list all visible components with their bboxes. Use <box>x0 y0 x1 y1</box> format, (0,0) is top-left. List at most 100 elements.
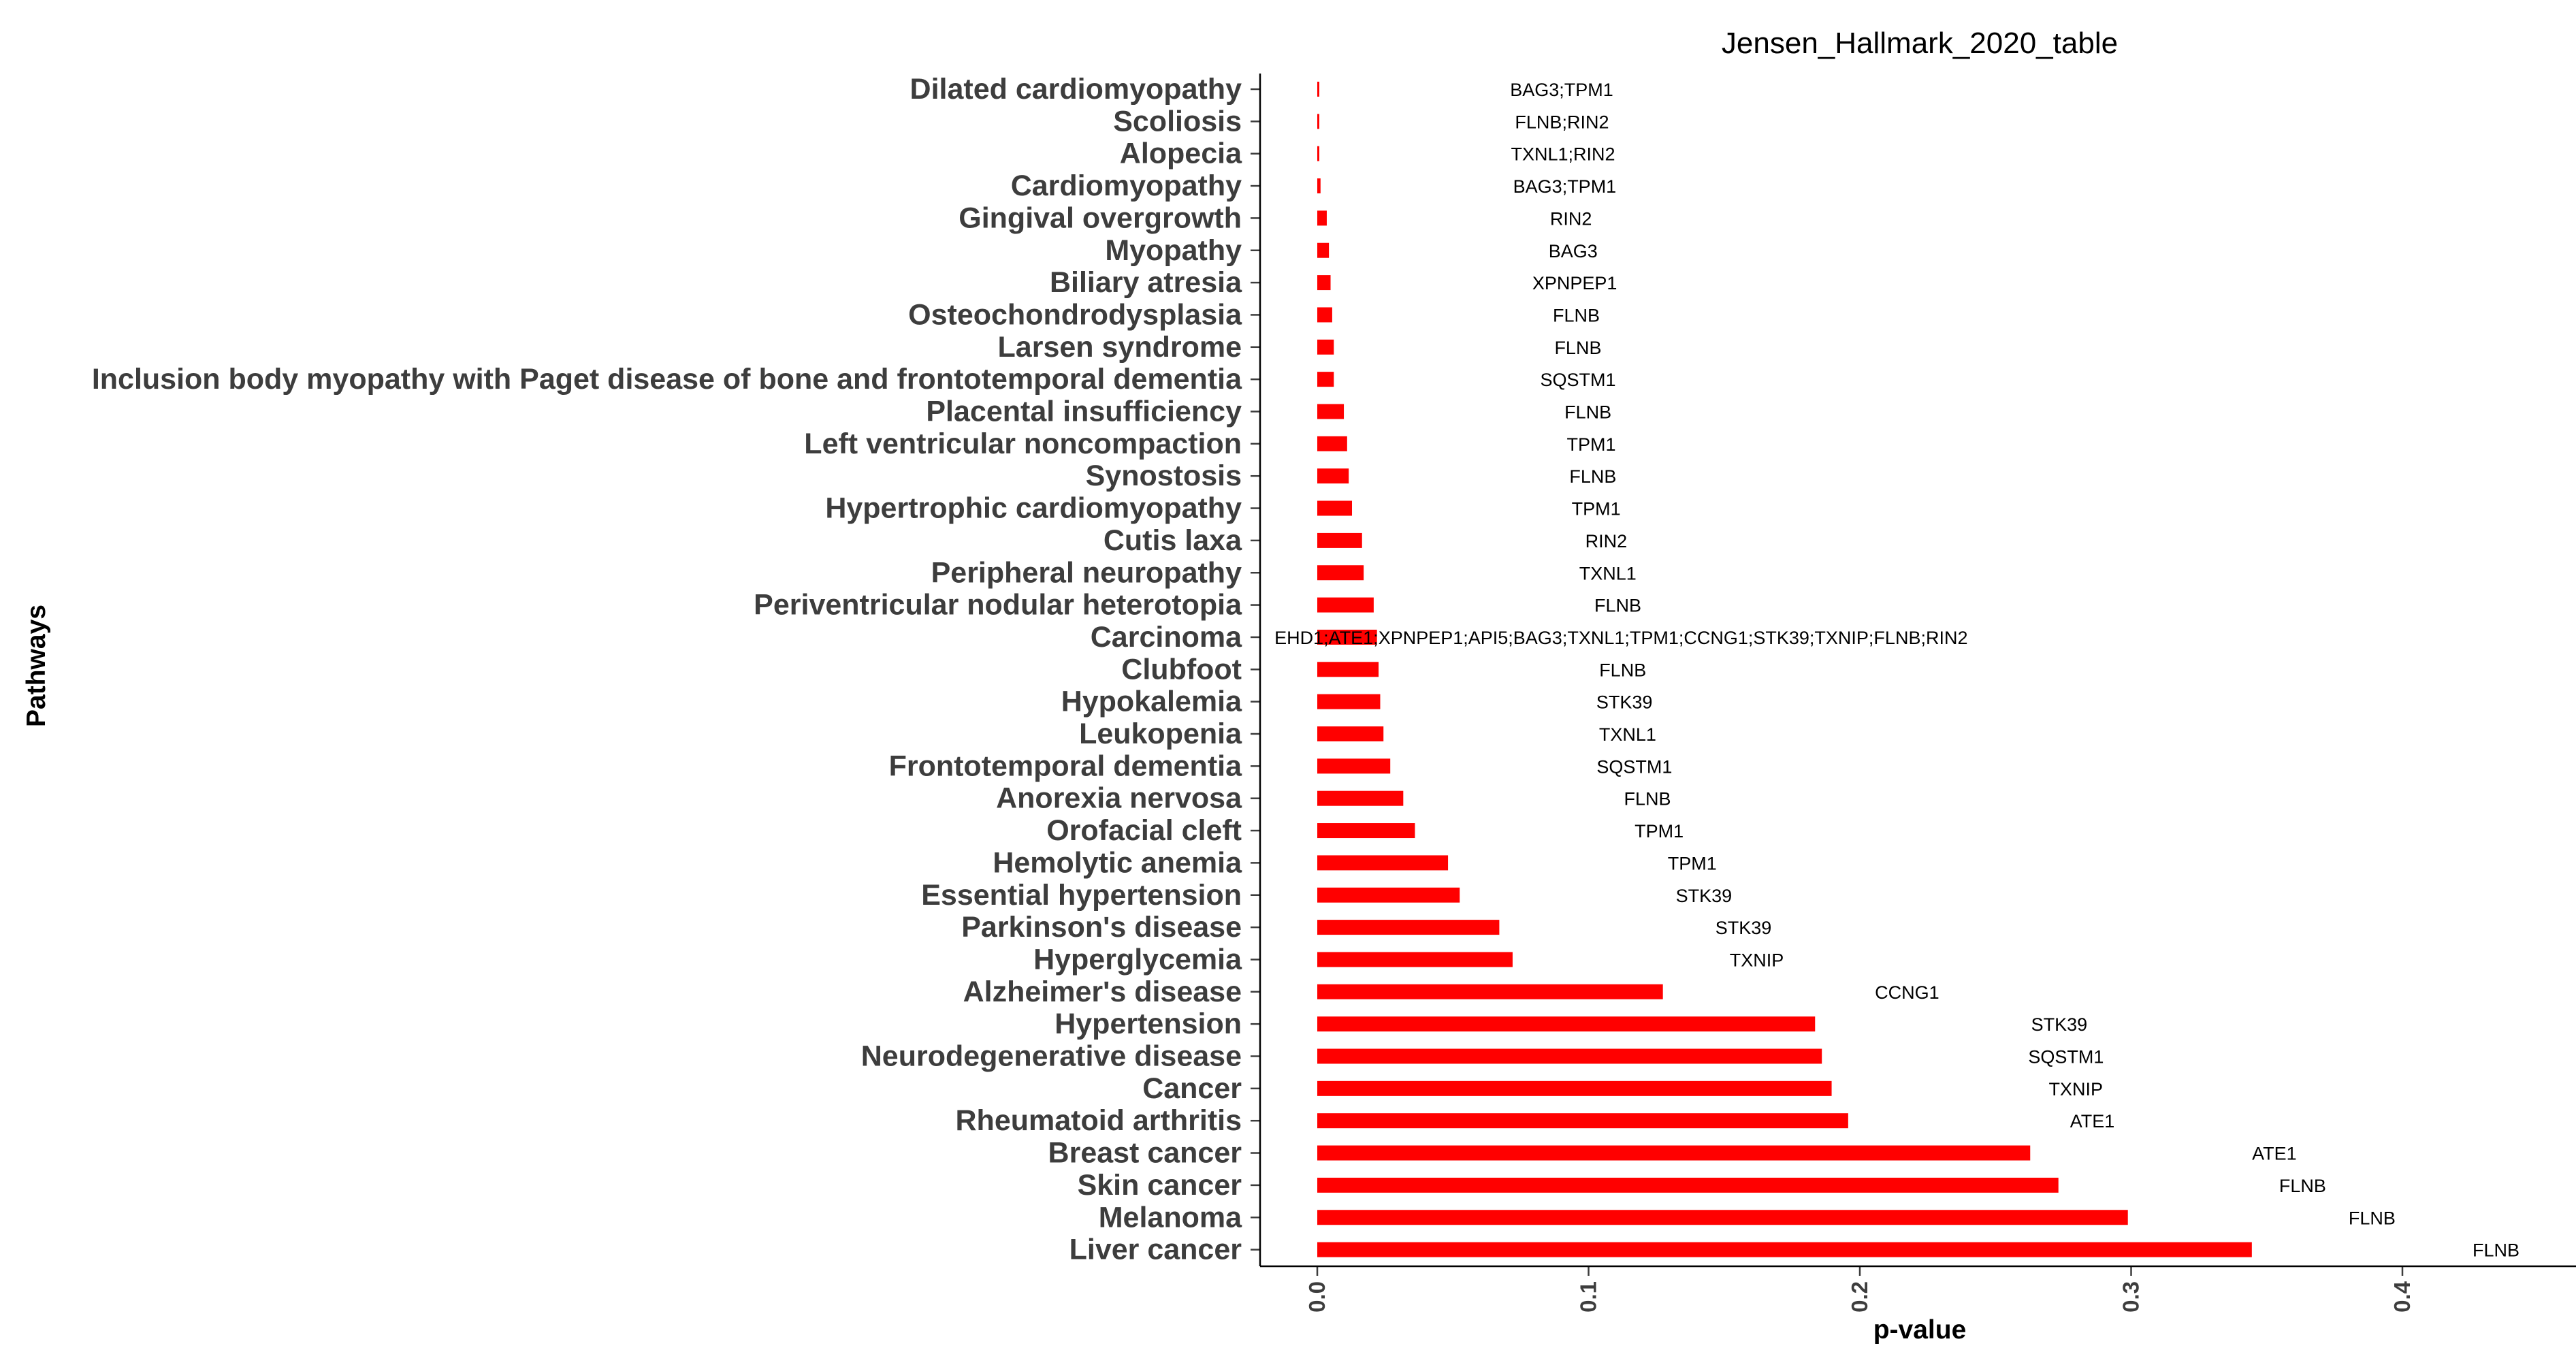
gene-label-cancer: TXNIP <box>2048 1079 2103 1099</box>
bar-liver-cancer[interactable] <box>1317 1242 2252 1257</box>
gene-label-alopecia: TXNL1;RIN2 <box>1511 144 1615 165</box>
y-tick-label-anorexia-nervosa: Anorexia nervosa <box>996 782 1242 815</box>
y-tick-label-orofacial-cleft: Orofacial cleft <box>1046 814 1242 847</box>
bar-cutis-laxa[interactable] <box>1317 532 1362 548</box>
y-tick-label-periventricular-nodular-heterotopia: Periventricular nodular heterotopia <box>754 589 1242 622</box>
y-tick-label-rheumatoid-arthritis: Rheumatoid arthritis <box>956 1104 1242 1137</box>
bar-placental-insufficiency[interactable] <box>1317 404 1345 419</box>
bar-gingival-overgrowth[interactable] <box>1317 210 1327 226</box>
gene-label-clubfoot: FLNB <box>1599 660 1646 680</box>
y-tick-label-melanoma: Melanoma <box>1099 1201 1242 1234</box>
gene-label-synostosis: FLNB <box>1569 466 1616 487</box>
y-tick-label-essential-hypertension: Essential hypertension <box>921 879 1242 912</box>
y-tick-label-leukopenia: Leukopenia <box>1079 718 1242 750</box>
bar-synostosis[interactable] <box>1317 468 1349 484</box>
y-tick-label-placental-insufficiency: Placental insufficiency <box>926 396 1242 428</box>
bar-orofacial-cleft[interactable] <box>1317 823 1415 839</box>
bar-anorexia-nervosa[interactable] <box>1317 790 1404 806</box>
y-axis-title: Pathways <box>22 605 51 727</box>
bar-hypokalemia[interactable] <box>1317 694 1381 709</box>
bar-osteochondrodysplasia[interactable] <box>1317 307 1332 323</box>
bar-clubfoot[interactable] <box>1317 662 1379 677</box>
bar-leukopenia[interactable] <box>1317 726 1384 741</box>
bar-cancer[interactable] <box>1317 1080 1832 1096</box>
y-tick-label-hypertension: Hypertension <box>1054 1008 1242 1040</box>
bar-biliary-atresia[interactable] <box>1317 275 1331 291</box>
y-tick-label-hyperglycemia: Hyperglycemia <box>1033 943 1242 976</box>
gene-label-gingival-overgrowth: RIN2 <box>1550 208 1592 229</box>
gene-label-essential-hypertension: STK39 <box>1676 886 1733 906</box>
bar-larsen-syndrome[interactable] <box>1317 339 1334 355</box>
bar-rheumatoid-arthritis[interactable] <box>1317 1113 1848 1129</box>
y-tick-label-cutis-laxa: Cutis laxa <box>1104 524 1242 557</box>
bar-cardiomyopathy[interactable] <box>1317 178 1321 194</box>
gene-label-neurodegenerative-disease: SQSTM1 <box>2028 1047 2104 1067</box>
y-tick-label-neurodegenerative-disease: Neurodegenerative disease <box>861 1040 1242 1073</box>
bar-scoliosis[interactable] <box>1317 114 1319 129</box>
bar-frontotemporal-dementia[interactable] <box>1317 758 1391 774</box>
gene-label-melanoma: FLNB <box>2349 1208 2396 1228</box>
gene-label-hypertension: STK39 <box>2031 1014 2088 1035</box>
bar-alopecia[interactable] <box>1317 146 1319 161</box>
y-tick-label-biliary-atresia: Biliary atresia <box>1050 266 1242 299</box>
gene-label-periventricular-nodular-heterotopia: FLNB <box>1594 596 1641 616</box>
gene-label-hypokalemia: STK39 <box>1596 692 1653 713</box>
gene-label-scoliosis: FLNB;RIN2 <box>1515 112 1609 132</box>
bar-inclusion-body-myopathy-with-paget-disease-of-bone-and-frontotemporal-dementia[interactable] <box>1317 372 1334 387</box>
gene-label-biliary-atresia: XPNPEP1 <box>1532 273 1617 293</box>
x-tick-label-4: 0.4 <box>2389 1281 2415 1313</box>
y-tick-label-alzheimer-s-disease: Alzheimer's disease <box>963 976 1242 1008</box>
bar-parkinson-s-disease[interactable] <box>1317 920 1500 935</box>
gene-label-myopathy: BAG3 <box>1549 241 1598 261</box>
y-tick-label-synostosis: Synostosis <box>1086 460 1242 492</box>
x-tick-label-3: 0.3 <box>2119 1281 2144 1313</box>
gene-label-hemolytic-anemia: TPM1 <box>1668 853 1717 873</box>
bar-hypertrophic-cardiomyopathy[interactable] <box>1317 500 1353 516</box>
y-tick-label-frontotemporal-dementia: Frontotemporal dementia <box>889 750 1243 782</box>
bar-melanoma[interactable] <box>1317 1210 2128 1225</box>
bar-breast-cancer[interactable] <box>1317 1145 2031 1161</box>
gene-label-peripheral-neuropathy: TXNL1 <box>1579 563 1637 583</box>
y-tick-label-parkinson-s-disease: Parkinson's disease <box>961 911 1242 944</box>
gene-label-dilated-cardiomyopathy: BAG3;TPM1 <box>1510 80 1613 100</box>
gene-label-parkinson-s-disease: STK39 <box>1716 918 1772 938</box>
bar-periventricular-nodular-heterotopia[interactable] <box>1317 597 1374 613</box>
x-axis-title: p-value <box>1873 1315 1967 1345</box>
gene-label-leukopenia: TXNL1 <box>1599 724 1656 745</box>
gene-label-liver-cancer: FLNB <box>2473 1240 2519 1261</box>
y-tick-label-liver-cancer: Liver cancer <box>1069 1234 1242 1266</box>
gene-label-left-ventricular-noncompaction: TPM1 <box>1566 434 1615 455</box>
x-tick-label-0: 0.0 <box>1304 1281 1330 1313</box>
gene-label-inclusion-body-myopathy-with-paget-disease-of-bone-and-frontotemporal-dementia: SQSTM1 <box>1540 370 1615 390</box>
bar-hyperglycemia[interactable] <box>1317 952 1513 967</box>
gene-label-orofacial-cleft: TPM1 <box>1635 821 1684 841</box>
y-tick-label-alopecia: Alopecia <box>1120 138 1242 170</box>
bar-carcinoma[interactable] <box>1317 629 1377 645</box>
y-tick-label-scoliosis: Scoliosis <box>1113 105 1242 138</box>
gene-label-hyperglycemia: TXNIP <box>1730 950 1784 970</box>
y-tick-label-osteochondrodysplasia: Osteochondrodysplasia <box>908 298 1242 331</box>
bar-left-ventricular-noncompaction[interactable] <box>1317 436 1347 451</box>
y-tick-label-left-ventricular-noncompaction: Left ventricular noncompaction <box>804 428 1242 460</box>
y-tick-label-gingival-overgrowth: Gingival overgrowth <box>959 202 1242 234</box>
bar-myopathy[interactable] <box>1317 242 1330 258</box>
bar-neurodegenerative-disease[interactable] <box>1317 1048 1822 1064</box>
gene-label-larsen-syndrome: FLNB <box>1554 338 1601 358</box>
bar-skin-cancer[interactable] <box>1317 1177 2059 1193</box>
bar-peripheral-neuropathy[interactable] <box>1317 565 1364 581</box>
y-tick-label-dilated-cardiomyopathy: Dilated cardiomyopathy <box>910 73 1242 106</box>
bar-essential-hypertension[interactable] <box>1317 887 1460 903</box>
gene-label-rheumatoid-arthritis: ATE1 <box>2070 1111 2115 1131</box>
gene-label-placental-insufficiency: FLNB <box>1564 402 1611 423</box>
bar-hypertension[interactable] <box>1317 1016 1816 1032</box>
gene-label-frontotemporal-dementia: SQSTM1 <box>1596 756 1672 777</box>
y-tick-label-inclusion-body-myopathy-with-paget-disease-of-bone-and-frontotemporal-dementia: Inclusion body myopathy with Paget disea… <box>92 363 1242 396</box>
bar-alzheimer-s-disease[interactable] <box>1317 984 1663 999</box>
y-tick-label-carcinoma: Carcinoma <box>1091 621 1242 654</box>
bar-hemolytic-anemia[interactable] <box>1317 855 1449 871</box>
gene-label-skin-cancer: FLNB <box>2279 1176 2326 1196</box>
bar-dilated-cardiomyopathy[interactable] <box>1317 82 1319 97</box>
chart-title: Jensen_Hallmark_2020_table <box>1722 27 2118 60</box>
gene-label-alzheimer-s-disease: CCNG1 <box>1875 982 1939 1003</box>
y-tick-label-clubfoot: Clubfoot <box>1121 653 1242 686</box>
